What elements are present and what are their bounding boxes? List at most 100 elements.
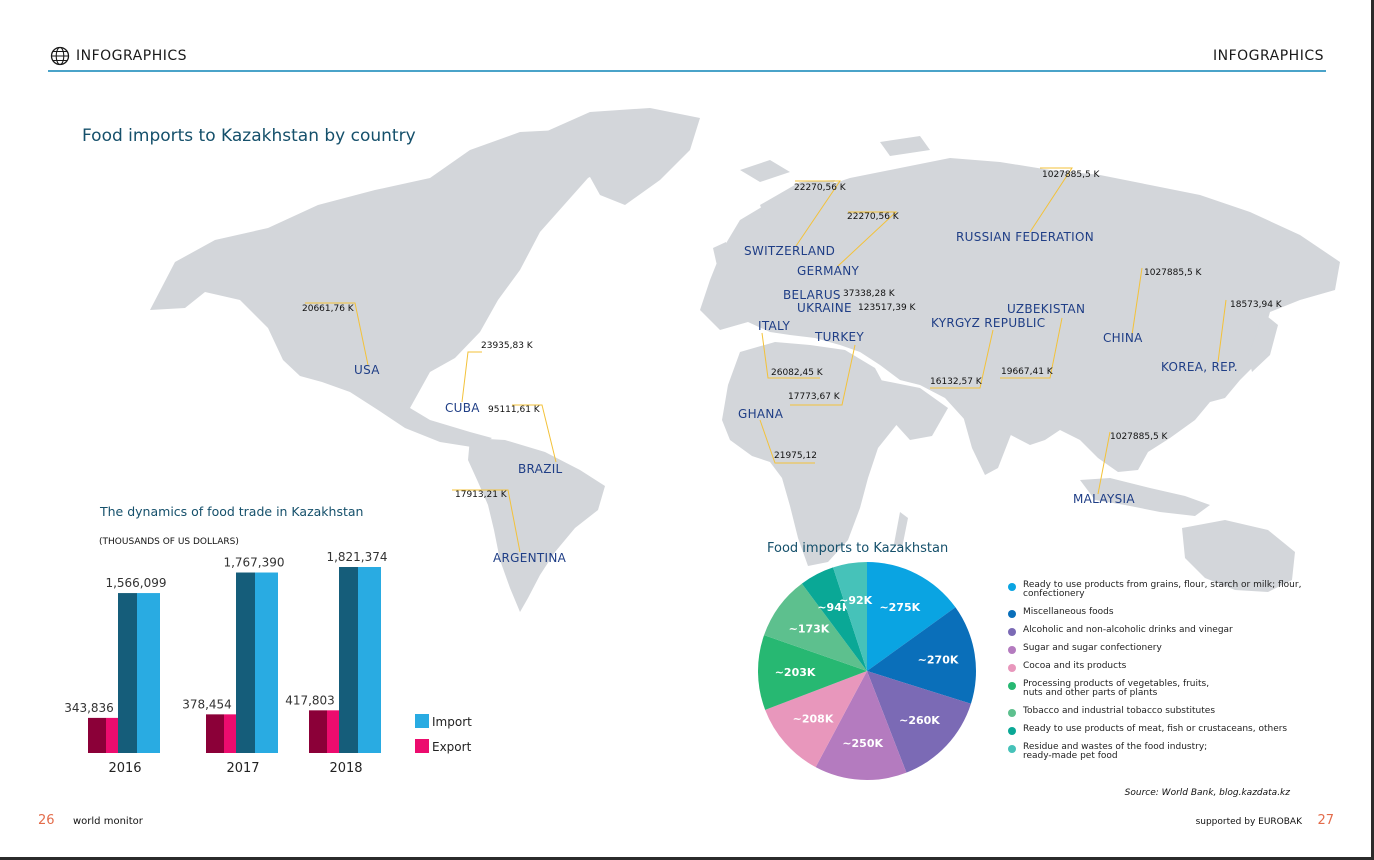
pie-legend-text: Residue and wastes of the food industry; — [1023, 742, 1208, 752]
pie-legend-text: nuts and other parts of plants — [1023, 688, 1158, 698]
bar-label-export-2018: 417,803 — [285, 693, 335, 707]
bar-label-import-2016: 1,566,099 — [105, 576, 166, 590]
pie-label-4: ~250K — [842, 737, 883, 750]
globe-icon — [50, 46, 70, 66]
legend-label-import: Import — [432, 715, 472, 729]
country-value-kyrgyz: 16132,57 K — [930, 377, 982, 387]
pie-legend-item-6: Processing products of vegetables, fruit… — [1008, 680, 1301, 698]
pie-chart-title: Food imports to Kazakhstan — [767, 541, 949, 556]
pie-legend-item-7: Tobacco and industrial tobacco substitut… — [1008, 707, 1301, 717]
country-label-china: CHINA — [1103, 331, 1143, 345]
bar-export-shade-2017 — [206, 714, 224, 753]
legend-dot-icon — [1008, 610, 1016, 618]
pie-legend-text: Sugar and sugar confectionery — [1023, 643, 1162, 653]
leader-uzbekistan — [1000, 317, 1063, 379]
pie-legend-item-3: Alcoholic and non-alcoholic drinks and v… — [1008, 625, 1301, 636]
pie-slice-3 — [867, 671, 971, 773]
source-note: Source: World Bank, blog.kazdata.kz — [1124, 788, 1290, 798]
land-india — [960, 405, 1012, 475]
bar-import-shade-2018 — [339, 567, 358, 753]
leader-china — [1131, 267, 1143, 336]
pie-legend-text: Ready to use products from grains, flour… — [1023, 580, 1302, 590]
leader-russia — [1029, 167, 1073, 233]
country-value-ukraine: 123517,39 K — [858, 303, 916, 313]
leader-argentina — [452, 489, 521, 553]
legend-dot-icon — [1008, 709, 1016, 717]
land-madagascar — [894, 512, 908, 548]
leader-usa — [305, 302, 369, 366]
bar-import-2016 — [137, 593, 160, 753]
pie-chart: ~275K ~270K ~260K ~250K ~208K ~203K ~173K ~94K~… — [758, 562, 976, 780]
pie-slice-4 — [815, 671, 907, 780]
country-label-belarus: BELARUS — [783, 288, 841, 302]
land-indonesia — [1080, 478, 1210, 516]
country-label-germany: GERMANY — [797, 264, 860, 278]
land-japan — [1248, 312, 1278, 372]
pie-slice-5 — [765, 671, 867, 768]
pie-slice-1 — [867, 562, 956, 671]
bar-category-2018: 2018 — [329, 761, 362, 776]
leader-italy — [761, 332, 820, 379]
land-scandinavia — [760, 180, 835, 232]
land-masses — [150, 108, 1340, 612]
pie-legend-item-4: Sugar and sugar confectionery — [1008, 643, 1301, 654]
country-value-italy: 26082,45 K — [771, 368, 823, 378]
pie-slice-8 — [801, 567, 867, 671]
land-eurasia — [700, 158, 1340, 472]
bar-label-export-2016: 343,836 — [64, 701, 114, 715]
pie-legend: Ready to use products from grains, flour… — [1008, 581, 1301, 770]
legend-swatch-export — [415, 739, 429, 753]
pie-slice-6 — [758, 635, 867, 710]
country-label-kyrgyz: KYRGYZ REPUBLIC — [931, 316, 1046, 330]
country-label-brazil: BRAZIL — [518, 462, 563, 476]
bar-label-export-2017: 378,454 — [182, 697, 232, 711]
page-number-left: 26 — [38, 813, 55, 828]
pie-legend-text: Processing products of vegetables, fruit… — [1023, 679, 1210, 689]
pie-legend-text: Alcoholic and non-alcoholic drinks and v… — [1023, 625, 1233, 635]
land-uk — [713, 242, 730, 270]
legend-dot-icon — [1008, 628, 1016, 636]
pie-label-3: ~260K — [899, 714, 940, 727]
country-value-argentina: 17913,21 K — [455, 490, 507, 500]
country-label-italy: ITALY — [758, 319, 791, 333]
header-left: INFOGRAPHICS — [50, 46, 187, 66]
country-label-turkey: TURKEY — [815, 330, 865, 344]
legend-dot-icon — [1008, 646, 1016, 654]
leader-turkey — [790, 344, 856, 406]
pie-slice-9 — [833, 562, 867, 671]
country-value-ghana: 21975,12 — [774, 451, 817, 461]
legend-dot-icon — [1008, 745, 1016, 753]
pie-label-8: ~94K — [817, 601, 851, 614]
pie-legend-item-8: Ready to use products of meat, fish or c… — [1008, 724, 1301, 735]
leader-germany — [837, 211, 898, 267]
country-label-usa: USA — [354, 363, 380, 377]
pie-legend-text: Ready to use products of meat, fish or c… — [1023, 724, 1288, 734]
leader-malaysia — [1097, 431, 1111, 495]
land-arctic-islands — [740, 160, 790, 182]
pie-legend-item-5: Cocoa and its products — [1008, 662, 1301, 672]
leader-switzerland — [795, 180, 841, 247]
pie-legend-text: confectionery — [1023, 589, 1085, 599]
legend-label-export: Export — [432, 740, 472, 754]
pie-label-6: ~203K — [775, 666, 816, 679]
legend-dot-icon — [1008, 664, 1016, 672]
country-label-argentina: ARGENTINA — [493, 551, 567, 565]
pie-label-1: ~275K — [879, 601, 920, 614]
bar-import-shade-2016 — [118, 593, 137, 753]
country-value-uzbekistan: 19667,41 K — [1001, 367, 1053, 377]
pie-label-7: ~173K — [789, 622, 830, 635]
country-label-korea: KOREA, REP. — [1161, 360, 1238, 374]
land-greenland — [545, 108, 700, 205]
footer-publication: world monitor — [73, 816, 143, 827]
pie-legend-item-2: Miscellaneous foods — [1008, 608, 1301, 618]
country-label-uzbekistan: UZBEKISTAN — [1007, 302, 1086, 316]
land-australia — [1182, 520, 1295, 592]
country-value-usa: 20661,76 K — [302, 304, 354, 314]
pie-label-9: ~92K — [839, 594, 873, 607]
country-value-switzerland: 22270,56 K — [794, 183, 846, 193]
leader-ghana — [759, 419, 815, 464]
leader-korea — [1217, 299, 1227, 363]
land-arabia — [880, 380, 948, 440]
bar-chart-subtitle: (THOUSANDS OF US DOLLARS) — [99, 537, 239, 547]
